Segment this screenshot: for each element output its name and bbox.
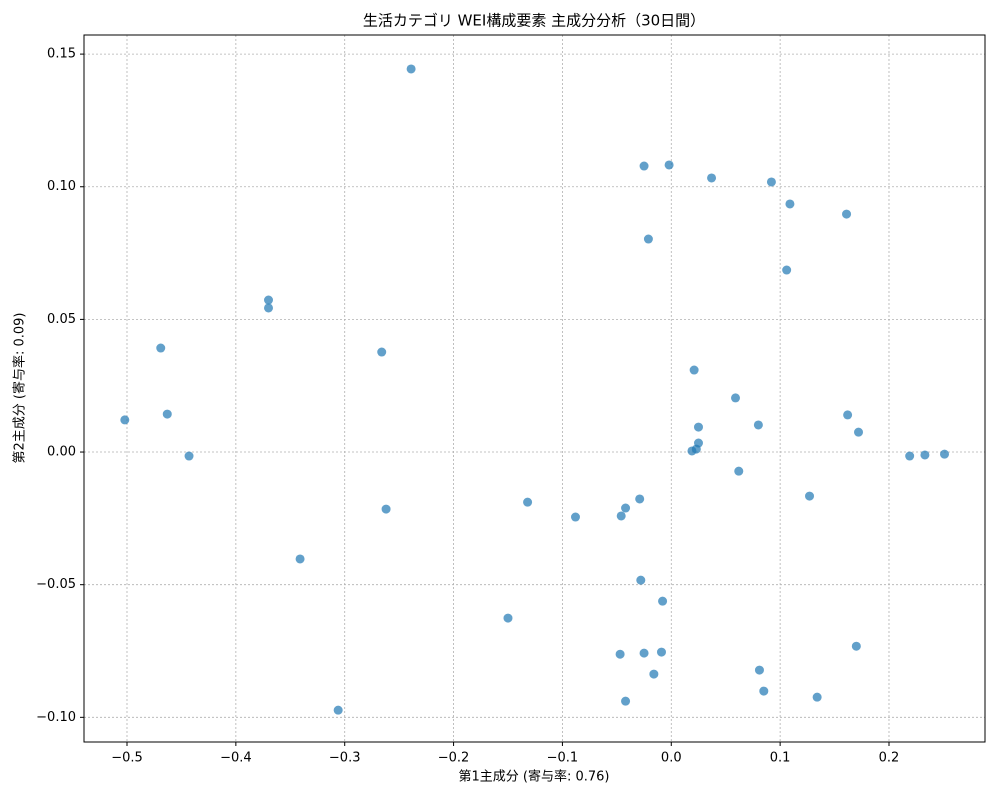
point — [523, 497, 533, 507]
point — [649, 669, 659, 679]
x-tick-label: 0.0 — [661, 751, 682, 766]
point — [805, 491, 815, 501]
point — [377, 347, 387, 357]
grid — [84, 35, 985, 742]
x-tick-label: −0.4 — [220, 751, 252, 766]
point — [621, 696, 631, 706]
x-axis-label: 第1主成分 (寄与率: 0.76) — [458, 769, 609, 785]
y-tick-label: 0.05 — [47, 312, 76, 327]
y-tick-label: −0.05 — [36, 577, 76, 592]
point — [687, 446, 697, 456]
point — [693, 422, 703, 432]
y-axis-label: 第2主成分 (寄与率: 0.09) — [12, 312, 28, 463]
marks — [120, 64, 950, 715]
plot-frame — [83, 34, 986, 743]
point — [636, 575, 646, 585]
point — [616, 511, 626, 521]
point — [664, 160, 674, 170]
point — [615, 649, 625, 659]
point — [658, 596, 668, 606]
y-tick-label: 0.10 — [47, 179, 76, 194]
point — [635, 494, 645, 504]
y-tick-label: 0.00 — [47, 445, 76, 460]
point — [753, 420, 763, 430]
x-tick-label: −0.1 — [547, 751, 579, 766]
point — [656, 647, 666, 657]
point — [731, 393, 741, 403]
point — [851, 641, 861, 651]
point — [754, 665, 764, 675]
point — [381, 504, 391, 514]
point — [854, 427, 864, 437]
point — [333, 705, 343, 715]
x-tick-label: 0.1 — [770, 751, 791, 766]
point — [782, 265, 792, 275]
point — [120, 415, 130, 425]
point — [759, 686, 769, 696]
x-tick-label: −0.2 — [438, 751, 470, 766]
point — [785, 199, 795, 209]
point — [734, 466, 744, 476]
point — [766, 177, 776, 187]
point — [570, 512, 580, 522]
point — [940, 449, 950, 459]
point — [503, 613, 513, 623]
point — [162, 409, 172, 419]
point — [264, 295, 274, 305]
point — [621, 503, 631, 513]
point — [639, 648, 649, 658]
point — [639, 161, 649, 171]
point — [920, 450, 930, 460]
point — [643, 234, 653, 244]
point — [689, 365, 699, 375]
x-tick-label: −0.3 — [329, 751, 361, 766]
x-tick-label: 0.2 — [879, 751, 900, 766]
point — [184, 451, 194, 461]
chart-title: 生活カテゴリ WEI構成要素 主成分分析（30日間） — [363, 12, 705, 30]
point — [843, 410, 853, 420]
y-tick-label: −0.10 — [36, 710, 76, 725]
point — [905, 451, 915, 461]
y-tick-label: 0.15 — [47, 47, 76, 62]
point — [842, 209, 852, 219]
point — [264, 303, 274, 313]
point — [707, 173, 717, 183]
point — [406, 64, 416, 74]
point — [295, 554, 305, 564]
x-tick-label: −0.5 — [111, 751, 143, 766]
point — [812, 692, 822, 702]
point — [156, 343, 166, 353]
